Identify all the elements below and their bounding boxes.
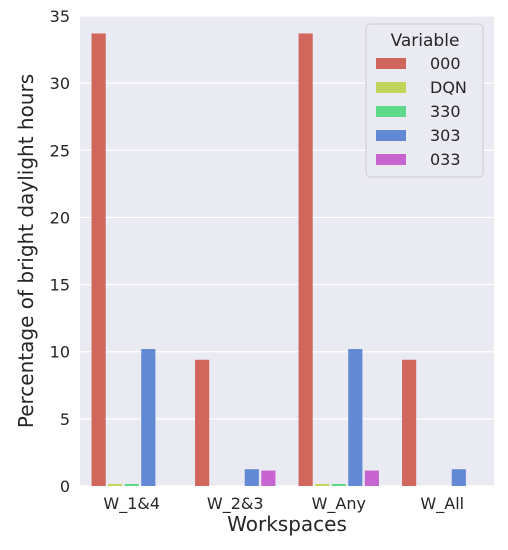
bar-330-0 [124, 483, 139, 486]
legend-swatch [376, 130, 406, 141]
bar-303-3 [451, 469, 466, 486]
legend: Variable 000 DQN 330 303 033 [365, 23, 484, 178]
legend-label: 330 [430, 102, 461, 121]
bar-000-2 [298, 33, 313, 486]
x-tick-label: W_All [420, 494, 464, 514]
y-tick-label: 25 [50, 141, 70, 160]
legend-label: DQN [430, 78, 467, 97]
legend-swatch [376, 154, 406, 165]
x-tick-label: W_Any [312, 494, 366, 514]
legend-label: 000 [430, 54, 461, 73]
y-tick-label: 35 [50, 7, 70, 26]
x-axis-title: Workspaces [227, 512, 347, 536]
bars-group [91, 33, 466, 486]
y-tick-label: 20 [50, 208, 70, 227]
legend-swatch [376, 106, 406, 117]
legend-swatch [376, 58, 406, 69]
y-axis-ticks: 0 5 10 15 20 25 30 35 [50, 7, 70, 496]
y-tick-label: 10 [50, 343, 70, 362]
legend-label: 033 [430, 150, 461, 169]
legend-items: 000 DQN 330 303 033 [376, 54, 467, 169]
x-tick-label: W_2&3 [207, 494, 264, 514]
bar-000-1 [195, 359, 210, 486]
bar-033-2 [364, 470, 379, 486]
y-axis-title: Percentage of bright daylight hours [14, 74, 38, 428]
x-axis-ticks: W_1&4 W_2&3 W_Any W_All [103, 494, 464, 514]
bar-303-2 [348, 349, 363, 486]
bar-DQN-2 [315, 483, 330, 486]
bar-000-3 [402, 359, 417, 486]
legend-title: Variable [391, 31, 460, 51]
y-tick-label: 0 [60, 477, 70, 496]
bar-303-1 [244, 469, 259, 486]
y-tick-label: 15 [50, 276, 70, 295]
x-tick-label: W_1&4 [103, 494, 160, 514]
legend-swatch [376, 82, 406, 93]
legend-label: 303 [430, 126, 461, 145]
bar-000-0 [91, 33, 106, 486]
y-tick-label: 5 [60, 410, 70, 429]
bar-303-0 [141, 349, 156, 486]
y-tick-label: 30 [50, 74, 70, 93]
bar-330-2 [331, 483, 346, 486]
bar-033-1 [261, 470, 276, 486]
bar-DQN-0 [108, 483, 123, 486]
